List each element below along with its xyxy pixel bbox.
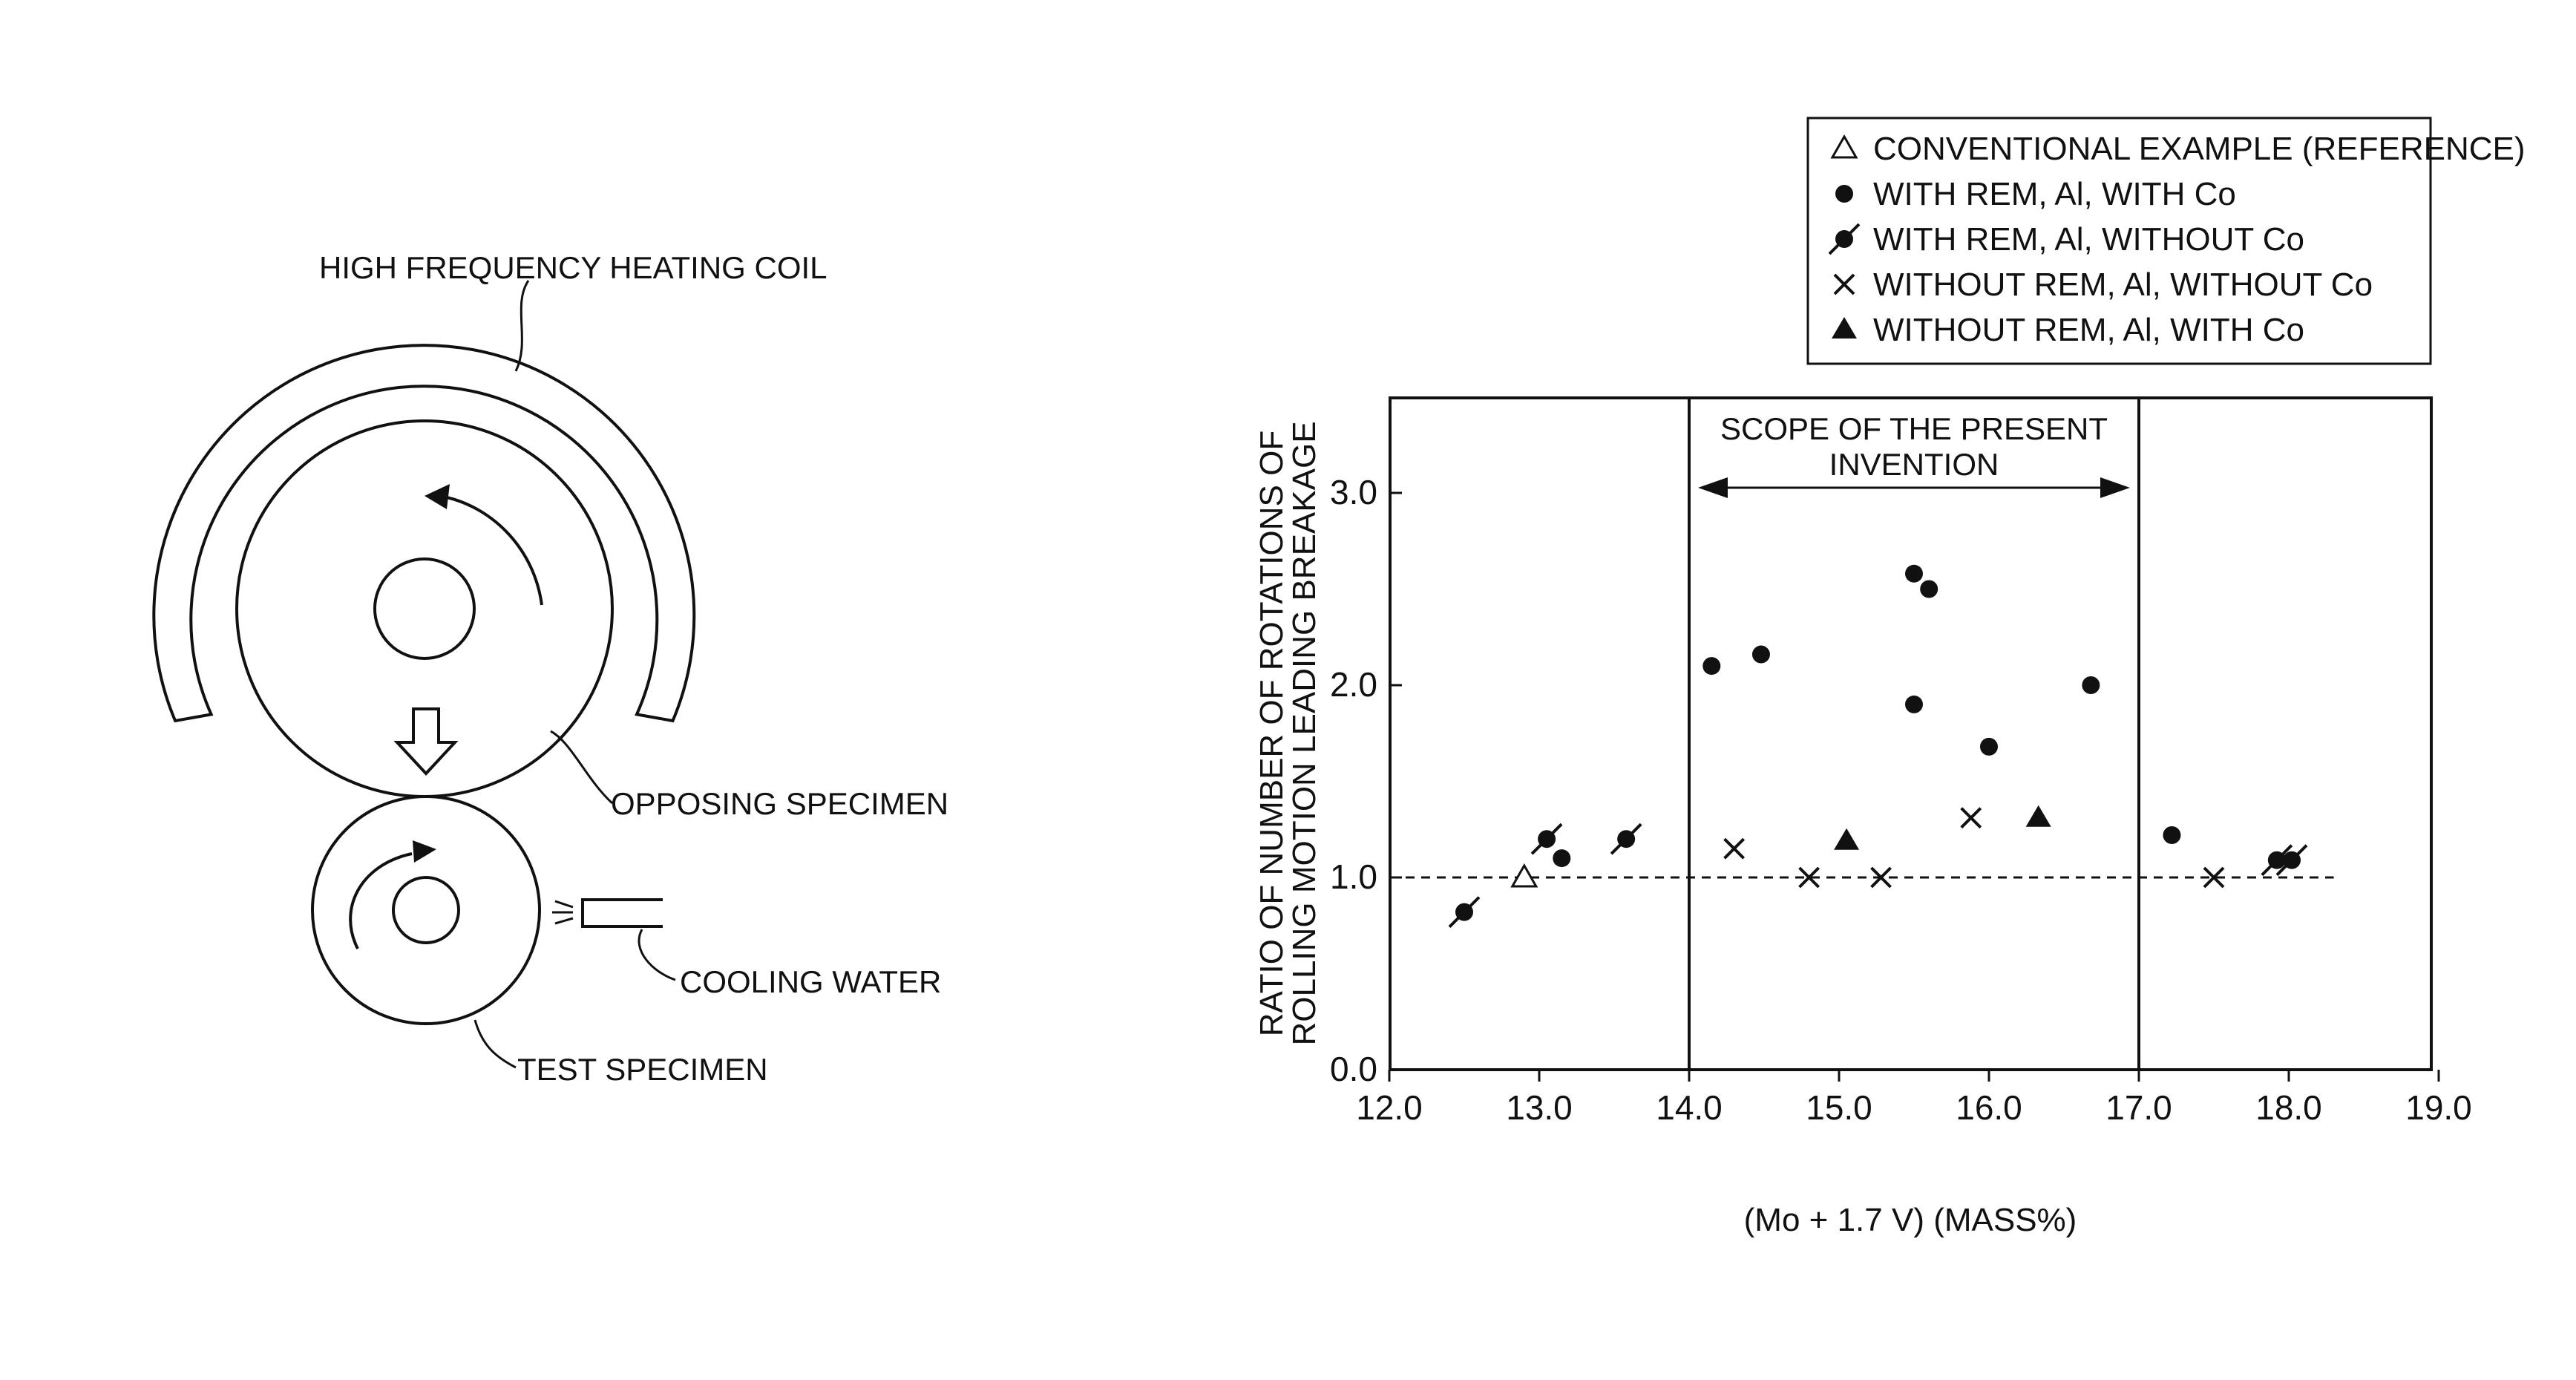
data-point — [1611, 824, 1641, 854]
data-point — [2026, 805, 2051, 827]
legend-label: CONVENTIONAL EXAMPLE (REFERENCE) — [1873, 131, 2526, 167]
legend-label: WITHOUT REM, Al, WITH Co — [1873, 312, 2304, 348]
coil-label: HIGH FREQUENCY HEATING COIL — [319, 250, 827, 285]
data-point — [1725, 839, 1744, 858]
y-axis-title-line-2: ROLLING MOTION LEADING BREAKAGE — [1286, 421, 1323, 1045]
plot-frame — [1390, 398, 2431, 1070]
scope-of-invention: SCOPE OF THE PRESENTINVENTION — [1689, 398, 2139, 1070]
scope-label: INVENTION — [1829, 447, 1999, 482]
opposing-leader-line — [551, 731, 612, 803]
y-tick-label: 1.0 — [1330, 857, 1377, 896]
data-point — [1962, 808, 1981, 828]
data-point — [1532, 824, 1561, 854]
data-point — [1920, 581, 1938, 598]
data-point — [1905, 565, 1923, 583]
scope-arrowhead-left — [1698, 477, 1728, 498]
x-axis-title: (Mo + 1.7 V) (MASS%) — [1744, 1202, 2077, 1238]
data-point — [2082, 676, 2100, 694]
y-tick-label: 0.0 — [1330, 1050, 1377, 1088]
x-tick-label: 14.0 — [1656, 1088, 1723, 1127]
x-tick-label: 15.0 — [1806, 1088, 1872, 1127]
x-tick-label: 17.0 — [2105, 1088, 2172, 1127]
scope-label: SCOPE OF THE PRESENT — [1720, 411, 2108, 446]
rolling-test-diagram: HIGH FREQUENCY HEATING COIL OPPOSING SPE… — [154, 250, 948, 1087]
scatter-chart: CONVENTIONAL EXAMPLE (REFERENCE) WITH REM… — [1253, 118, 2526, 1238]
legend-items: CONVENTIONAL EXAMPLE (REFERENCE) WITH REM… — [1829, 131, 2526, 348]
x-tick-label: 19.0 — [2405, 1088, 2472, 1127]
legend-label: WITH REM, Al, WITH Co — [1873, 176, 2236, 212]
y-tick-label: 3.0 — [1330, 473, 1377, 511]
x-tick-label: 18.0 — [2255, 1088, 2322, 1127]
opposing-rotation-arrowhead — [425, 484, 450, 509]
test-specimen-label: TEST SPECIMEN — [517, 1052, 768, 1087]
test-specimen — [312, 797, 540, 1024]
opposing-specimen-shaft — [375, 559, 474, 658]
cooling-nozzle — [583, 900, 663, 926]
x-tick-label: 12.0 — [1356, 1088, 1423, 1127]
legend-label: WITHOUT REM, Al, WITHOUT Co — [1873, 266, 2373, 303]
y-axis-title-line-1: RATIO OF NUMBER OF ROTATIONS OF — [1253, 431, 1290, 1036]
heating-coil — [154, 345, 694, 721]
legend: CONVENTIONAL EXAMPLE (REFERENCE) WITH REM… — [1808, 118, 2526, 364]
test-specimen-shaft — [393, 877, 459, 943]
data-point — [1834, 828, 1859, 850]
opposing-rotation-arrow — [447, 497, 542, 605]
legend-marker — [1832, 137, 1856, 157]
opposing-specimen — [237, 421, 612, 797]
legend-marker — [1835, 275, 1854, 294]
opposing-specimen-label: OPPOSING SPECIMEN — [611, 786, 948, 821]
y-tick-label: 2.0 — [1330, 665, 1377, 704]
coil-leader-line — [516, 281, 528, 371]
load-direction-arrow — [397, 709, 455, 774]
legend-marker — [1832, 317, 1857, 339]
data-point — [1980, 738, 1998, 756]
x-tick-label: 16.0 — [1956, 1088, 2022, 1127]
cooling-water-label: COOLING WATER — [680, 964, 941, 999]
legend-label: WITH REM, Al, WITHOUT Co — [1873, 221, 2304, 258]
cooling-leader-line — [639, 929, 675, 980]
data-point — [1702, 657, 1720, 675]
legend-marker — [1835, 185, 1853, 203]
legend-marker — [1829, 224, 1859, 254]
data-points — [1449, 565, 2307, 927]
axis-ticks: 12.0 13.0 14.0 15.0 16.0 17.0 18.0 19.0 0.0 1.0 2.… — [1330, 473, 2472, 1127]
water-spray-icon — [552, 901, 573, 923]
y-axis-title: RATIO OF NUMBER OF ROTATIONS OF ROLLING … — [1253, 421, 1323, 1045]
data-point — [1449, 897, 1479, 927]
x-tick-label: 13.0 — [1506, 1088, 1573, 1127]
data-point — [1905, 696, 1923, 713]
scope-arrowhead-right — [2100, 477, 2130, 498]
test-rotation-arrowhead — [413, 840, 436, 863]
test-leader-line — [475, 1020, 516, 1067]
data-point — [1513, 866, 1536, 886]
data-point — [2163, 826, 2180, 844]
data-point — [1752, 646, 1770, 664]
data-point — [1553, 849, 1570, 867]
